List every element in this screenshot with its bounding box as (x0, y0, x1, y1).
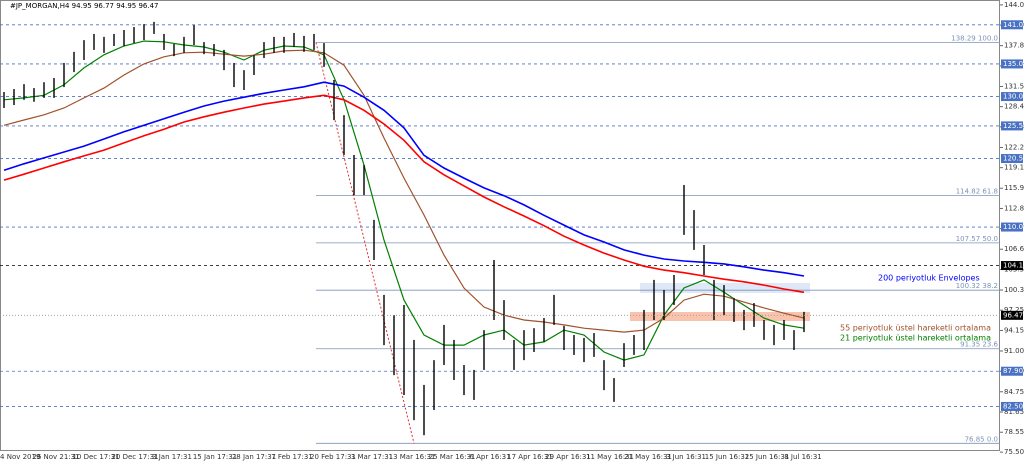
y-tick-label: 119.10 (1004, 164, 1024, 172)
fib-trend (315, 42, 415, 444)
level-tag (1001, 401, 1023, 411)
level-tag (1001, 261, 1023, 271)
fib-label: 138.29 100.0 (951, 34, 998, 42)
y-tick-label: 81.65 (1004, 408, 1024, 416)
level-tag (1001, 59, 1023, 69)
x-tick-label: 6 Apr 16:31 (469, 453, 510, 461)
x-tick-label: 28 Jan 17:31 (232, 453, 276, 461)
y-tick-label: 122.20 (1004, 143, 1024, 151)
x-tick-label: 29 Apr 16:31 (545, 453, 591, 461)
level-tag (1001, 20, 1023, 30)
level-label: 110.00 (1003, 223, 1024, 231)
x-tick-label: 15 Jun 16:31 (705, 453, 749, 461)
y-tick-label: 112.85 (1004, 204, 1024, 212)
series-note: 21 periyotluk üstel hareketli ortalama (840, 334, 991, 343)
series-note: 55 periyotluk üstel hareketli ortalama (840, 324, 991, 333)
fib-label: 76.85 0.0 (965, 435, 998, 443)
x-tick-label: 13 Mar 16:31 (389, 453, 436, 461)
level-label: 141.00 (1003, 21, 1024, 29)
x-tick-label: 10 Dec 17:31 (72, 453, 119, 461)
level-label: 130.00 (1003, 93, 1024, 101)
y-tick-label: 137.80 (1004, 42, 1024, 50)
y-tick-label: 106.60 (1004, 245, 1024, 253)
x-tick-label: 20 Feb 17:31 (310, 453, 356, 461)
series-note: 200 periyotluk Envelopes (878, 274, 980, 283)
y-tick-label: 115.95 (1004, 184, 1024, 192)
y-tick-label: 144.05 (1004, 1, 1024, 9)
series-line (3, 81, 805, 277)
y-tick-label: 78.55 (1004, 428, 1024, 436)
level-label: 104.10 (1003, 262, 1024, 270)
level-label: 87.90 (1003, 367, 1023, 375)
level-label: 135.00 (1003, 60, 1024, 68)
series-line (3, 49, 805, 333)
series-line (3, 94, 805, 294)
level-label: 82.50 (1003, 402, 1023, 410)
ma-zone (630, 312, 810, 321)
x-tick-label: 15 Jan 17:31 (193, 453, 237, 461)
fib-label: 114.82 61.8 (956, 188, 998, 196)
fib-label: 100.32 38.2 (956, 282, 998, 290)
y-tick-label: 131.55 (1004, 82, 1024, 90)
y-tick-label: 97.25 (1004, 306, 1024, 314)
level-label: 96.47 (1003, 311, 1023, 319)
x-tick-label: 17 Apr 16:31 (507, 453, 553, 461)
series-line (3, 40, 805, 361)
x-tick-label: 14 Nov 2019 (0, 453, 40, 461)
x-tick-label: 8 Jul 16:31 (784, 453, 822, 461)
level-tag (1001, 154, 1023, 164)
fib-label: 91.35 23.6 (960, 341, 998, 349)
x-tick-label: 7 Feb 17:31 (271, 453, 312, 461)
level-tag (1001, 121, 1023, 131)
plot-frame (0, 0, 1000, 451)
level-label: 120.50 (1003, 155, 1024, 163)
level-tag (1001, 366, 1023, 376)
y-tick-label: 128.45 (1004, 103, 1024, 111)
x-tick-label: 25 Mar 16:31 (429, 453, 476, 461)
envelope-zone (640, 283, 810, 293)
level-tag (1001, 222, 1023, 232)
x-tick-label: 26 Nov 21:31 (32, 453, 79, 461)
x-tick-label: 3 Jun 16:31 (666, 453, 706, 461)
x-tick-label: 25 Jun 16:31 (745, 453, 789, 461)
level-tag (1001, 310, 1023, 320)
y-tick-label: 100.35 (1004, 286, 1024, 294)
x-tick-label: 3 Mar 17:31 (351, 453, 393, 461)
level-label: 125.50 (1003, 122, 1024, 130)
fib-label: 107.57 50.0 (956, 235, 998, 243)
y-tick-label: 91.00 (1004, 347, 1024, 355)
x-tick-label: 20 Dec 17:31 (111, 453, 158, 461)
y-tick-label: 75.50 (1004, 448, 1024, 456)
chart-title: #JP_MORGAN,H4 94.95 96.77 94.95 96.47 (10, 2, 159, 10)
x-tick-label: 21 May 16:31 (624, 453, 672, 461)
level-tag (1001, 92, 1023, 102)
x-tick-label: 3 Jan 17:31 (152, 453, 192, 461)
y-tick-label: 84.75 (1004, 388, 1024, 396)
y-tick-label: 94.15 (1004, 326, 1024, 334)
x-tick-label: 11 May 16:31 (586, 453, 634, 461)
